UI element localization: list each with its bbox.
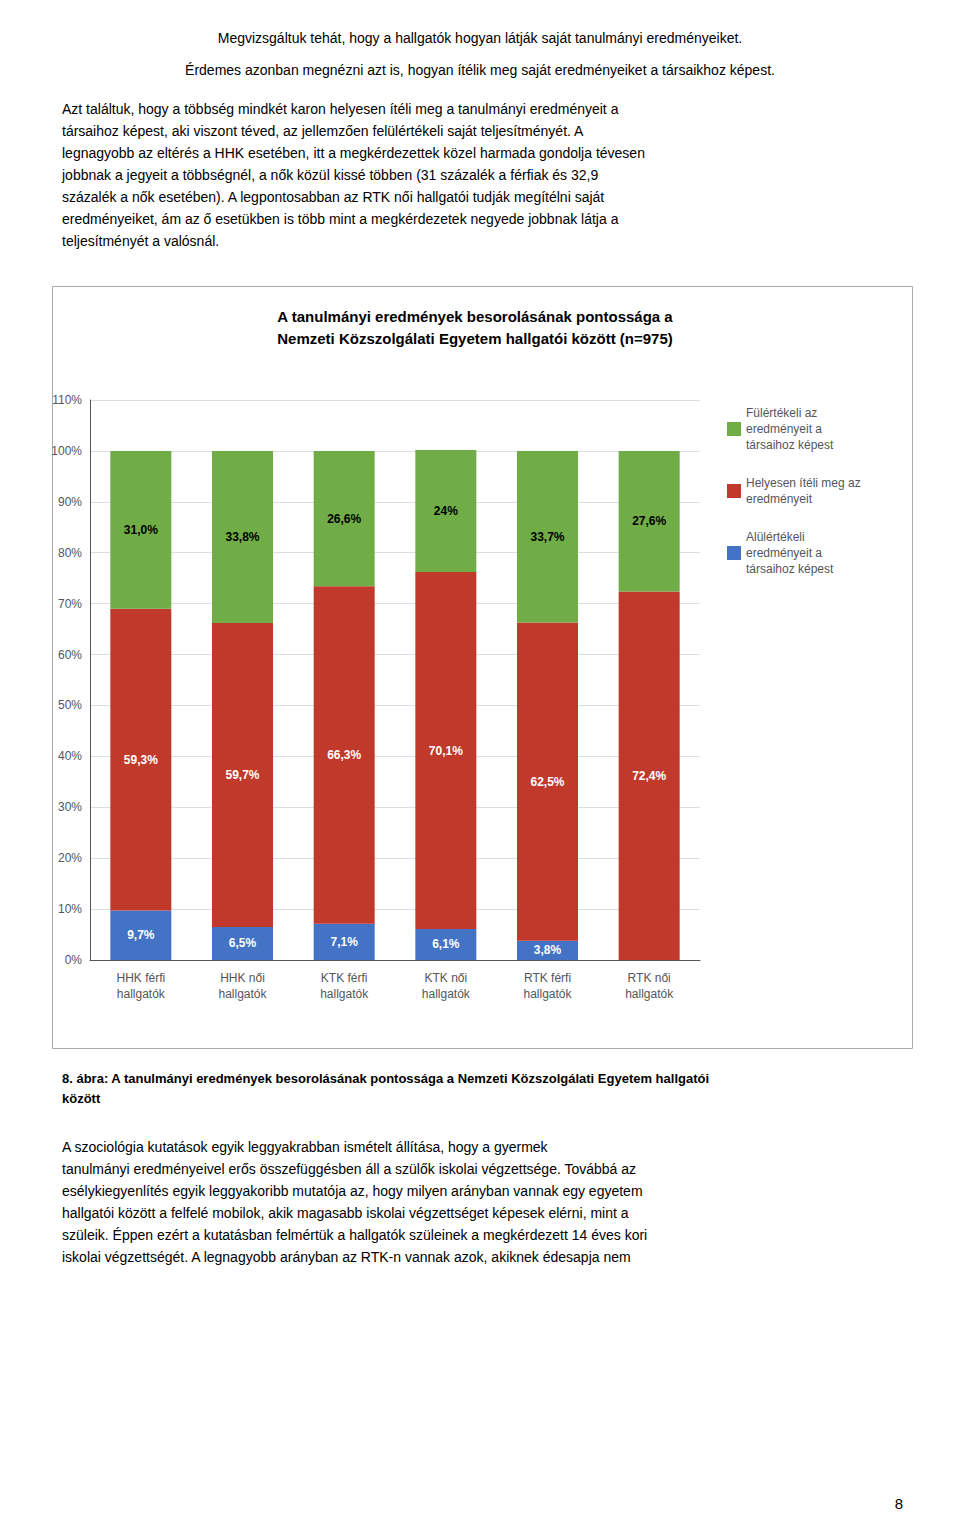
svg-text:59,7%: 59,7% (225, 768, 259, 782)
svg-text:HHK férfi: HHK férfi (116, 971, 165, 985)
svg-text:iskolai végzettségét. A legnag: iskolai végzettségét. A legnagyobb arány… (62, 1249, 631, 1265)
svg-text:10%: 10% (58, 902, 82, 916)
svg-text:100%: 100% (51, 444, 82, 458)
svg-text:3,8%: 3,8% (534, 943, 562, 957)
svg-text:hallgatók: hallgatók (218, 987, 267, 1001)
svg-text:33,8%: 33,8% (225, 530, 259, 544)
svg-text:110%: 110% (52, 393, 82, 407)
svg-text:jobbnak a jegyeit a többségnél: jobbnak a jegyeit a többségnél, a nők kö… (61, 167, 598, 183)
svg-text:hallgatók: hallgatók (625, 987, 674, 1001)
svg-text:9,7%: 9,7% (127, 928, 155, 942)
svg-text:26,6%: 26,6% (327, 512, 361, 526)
svg-text:Nemzeti Közszolgálati Egyetem: Nemzeti Közszolgálati Egyetem hallgatói … (277, 330, 673, 347)
svg-text:72,4%: 72,4% (632, 769, 666, 783)
svg-text:Helyesen ítéli meg az: Helyesen ítéli meg az (746, 476, 861, 490)
svg-text:90%: 90% (58, 495, 82, 509)
svg-text:társaihoz képest: társaihoz képest (746, 438, 834, 452)
svg-text:KTK férfi: KTK férfi (321, 971, 368, 985)
svg-text:A tanulmányi eredmények besoro: A tanulmányi eredmények besorolásának po… (277, 308, 673, 325)
svg-text:Alülértékeli: Alülértékeli (746, 530, 805, 544)
svg-text:Fülértékeli az: Fülértékeli az (746, 406, 817, 420)
svg-text:31,0%: 31,0% (124, 523, 158, 537)
svg-text:6,1%: 6,1% (432, 937, 460, 951)
svg-text:70,1%: 70,1% (429, 744, 463, 758)
svg-text:hallgatók: hallgatók (422, 987, 471, 1001)
svg-text:40%: 40% (58, 749, 82, 763)
svg-text:KTK női: KTK női (424, 971, 467, 985)
svg-text:30%: 30% (58, 800, 82, 814)
svg-text:8. ábra: A tanulmányi eredmény: 8. ábra: A tanulmányi eredmények besorol… (62, 1071, 709, 1086)
svg-text:59,3%: 59,3% (124, 753, 158, 767)
svg-text:HHK női: HHK női (220, 971, 265, 985)
svg-text:hallgatók: hallgatók (117, 987, 166, 1001)
svg-text:8: 8 (895, 1495, 903, 1512)
svg-text:társaihoz képest, aki viszont: társaihoz képest, aki viszont téved, az … (62, 123, 584, 139)
svg-text:0%: 0% (65, 953, 83, 967)
svg-text:eredményeit a: eredményeit a (746, 422, 822, 436)
svg-text:62,5%: 62,5% (530, 775, 564, 789)
svg-text:szüleik. Éppen ezért a kutatás: szüleik. Éppen ezért a kutatásban felmér… (62, 1227, 647, 1243)
svg-text:7,1%: 7,1% (330, 935, 358, 949)
svg-text:között: között (62, 1091, 101, 1106)
svg-text:70%: 70% (58, 597, 82, 611)
svg-text:tanulmányi eredményeivel erős: tanulmányi eredményeivel erős összefüggé… (62, 1161, 636, 1177)
svg-text:Azt találtuk, hogy a többség m: Azt találtuk, hogy a többség mindkét kar… (62, 101, 619, 117)
svg-text:50%: 50% (58, 698, 82, 712)
svg-text:eredményeiket, ám az ő esetükb: eredményeiket, ám az ő esetükben is több… (62, 211, 619, 227)
svg-text:A szociológia kutatások egyik: A szociológia kutatások egyik leggyakrab… (62, 1139, 549, 1155)
svg-text:eredményeit: eredményeit (746, 492, 813, 506)
svg-text:társaihoz képest: társaihoz képest (746, 562, 834, 576)
svg-text:80%: 80% (58, 546, 82, 560)
svg-text:24%: 24% (434, 504, 458, 518)
svg-text:esélykiegyenlítés egyik leggya: esélykiegyenlítés egyik leggyakoribb mut… (62, 1183, 643, 1199)
svg-text:27,6%: 27,6% (632, 514, 666, 528)
svg-text:Érdemes azonban megnézni azt i: Érdemes azonban megnézni azt is, hogyan … (185, 62, 775, 78)
svg-text:legnagyobb az eltérés a HHK es: legnagyobb az eltérés a HHK esetében, it… (62, 145, 645, 161)
svg-text:hallgatók: hallgatók (320, 987, 369, 1001)
svg-text:33,7%: 33,7% (530, 530, 564, 544)
svg-text:hallgatók: hallgatók (523, 987, 572, 1001)
svg-text:RTK férfi: RTK férfi (524, 971, 571, 985)
svg-text:20%: 20% (58, 851, 82, 865)
svg-text:eredményeit a: eredményeit a (746, 546, 822, 560)
svg-text:teljesítményét a valósnál.: teljesítményét a valósnál. (62, 233, 219, 249)
svg-text:százalék a nők esetében). A le: százalék a nők esetében). A legpontosabb… (62, 189, 604, 205)
svg-text:66,3%: 66,3% (327, 748, 361, 762)
svg-text:60%: 60% (58, 648, 82, 662)
svg-text:RTK női: RTK női (628, 971, 671, 985)
svg-text:Megvizsgáltuk tehát, hogy a ha: Megvizsgáltuk tehát, hogy a hallgatók ho… (218, 30, 743, 46)
svg-text:6,5%: 6,5% (229, 936, 257, 950)
svg-text:hallgatói között a felfelé mob: hallgatói között a felfelé mobilok, akik… (62, 1205, 629, 1221)
